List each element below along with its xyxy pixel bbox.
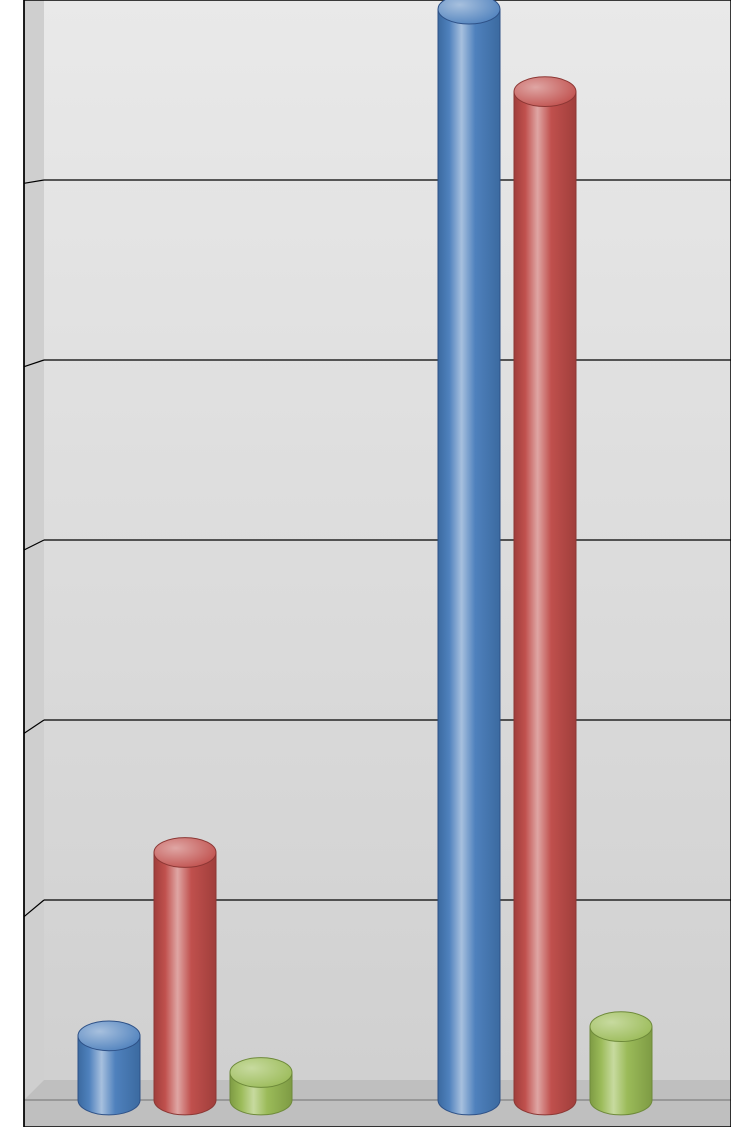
bar-a-group1: [438, 0, 500, 1115]
bar-c-group0: [230, 1058, 292, 1115]
chart-canvas: [0, 0, 731, 1127]
bar-c-group1: [590, 1012, 652, 1115]
bar-b-group1: [514, 77, 576, 1115]
bar-a-group0: [78, 1021, 140, 1115]
bar-chart: [0, 0, 731, 1127]
bar-b-group0: [154, 838, 216, 1115]
